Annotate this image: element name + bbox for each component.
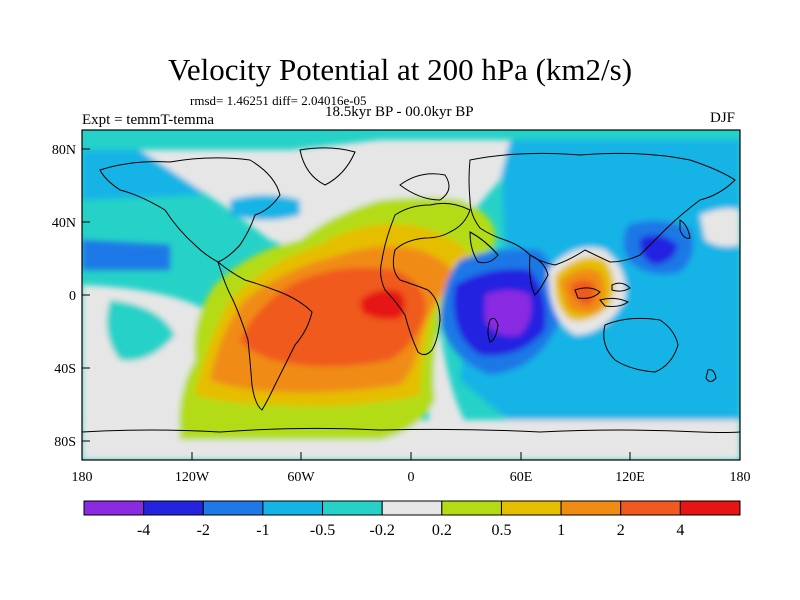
colorbar-swatch bbox=[381, 500, 443, 516]
colorbar-swatch bbox=[441, 500, 502, 516]
stats-text: rmsd= 1.46251 diff= 2.04016e-05 bbox=[190, 93, 367, 108]
lat-tick-label: 80N bbox=[52, 143, 76, 158]
lon-tick-label: 120W bbox=[175, 470, 210, 485]
lat-tick-label: 40N bbox=[52, 216, 76, 231]
colorbar-label: 0.2 bbox=[432, 522, 452, 539]
colorbar-swatch bbox=[83, 500, 145, 516]
lon-axis: 180 120W 60W 0 60E 120E 180 bbox=[72, 452, 751, 485]
figure-title: Velocity Potential at 200 hPa (km2/s) bbox=[167, 52, 633, 87]
lat-tick-label: 80S bbox=[54, 435, 76, 450]
colorbar-swatch bbox=[262, 500, 324, 516]
colorbar-swatch bbox=[322, 500, 383, 516]
lon-tick-label: 180 bbox=[72, 470, 93, 485]
colorbar-label: 0.5 bbox=[491, 522, 511, 539]
colorbar-label: -0.2 bbox=[370, 522, 395, 539]
colorbar-swatch bbox=[620, 500, 681, 516]
lon-tick-label: 180 bbox=[730, 470, 751, 485]
experiment-label: Expt = temmT-temma bbox=[82, 112, 215, 128]
lon-tick-label: 60W bbox=[287, 470, 315, 485]
colorbar-swatch bbox=[143, 500, 204, 516]
colorbar-swatch bbox=[500, 500, 562, 516]
colorbar-label: -0.5 bbox=[310, 522, 335, 539]
colorbar-swatch bbox=[202, 500, 264, 516]
colorbar-label: -2 bbox=[197, 522, 210, 539]
season-label: DJF bbox=[710, 110, 736, 126]
colorbar: -4 -2 -1 -0.5 -0.2 0.2 0.5 1 2 4 bbox=[83, 500, 741, 539]
colorbar-label: -4 bbox=[137, 522, 150, 539]
colorbar-label: -1 bbox=[256, 522, 269, 539]
lon-tick-label: 60E bbox=[510, 470, 533, 485]
colorbar-label: 1 bbox=[557, 522, 565, 539]
lat-axis: 80N 40N 0 40S 80S bbox=[52, 143, 90, 450]
period-label: 18.5kyr BP - 00.0kyr BP bbox=[325, 104, 474, 120]
lon-tick-label: 120E bbox=[615, 470, 645, 485]
colorbar-swatch bbox=[560, 500, 622, 516]
colorbar-label: 2 bbox=[617, 522, 625, 539]
colorbar-swatch bbox=[679, 500, 741, 516]
colorbar-label: 4 bbox=[676, 522, 684, 539]
lat-tick-label: 0 bbox=[69, 289, 76, 304]
lon-tick-label: 0 bbox=[408, 470, 415, 485]
anomaly-field bbox=[82, 130, 740, 460]
lat-tick-label: 40S bbox=[54, 362, 76, 377]
coastlines bbox=[82, 147, 740, 433]
